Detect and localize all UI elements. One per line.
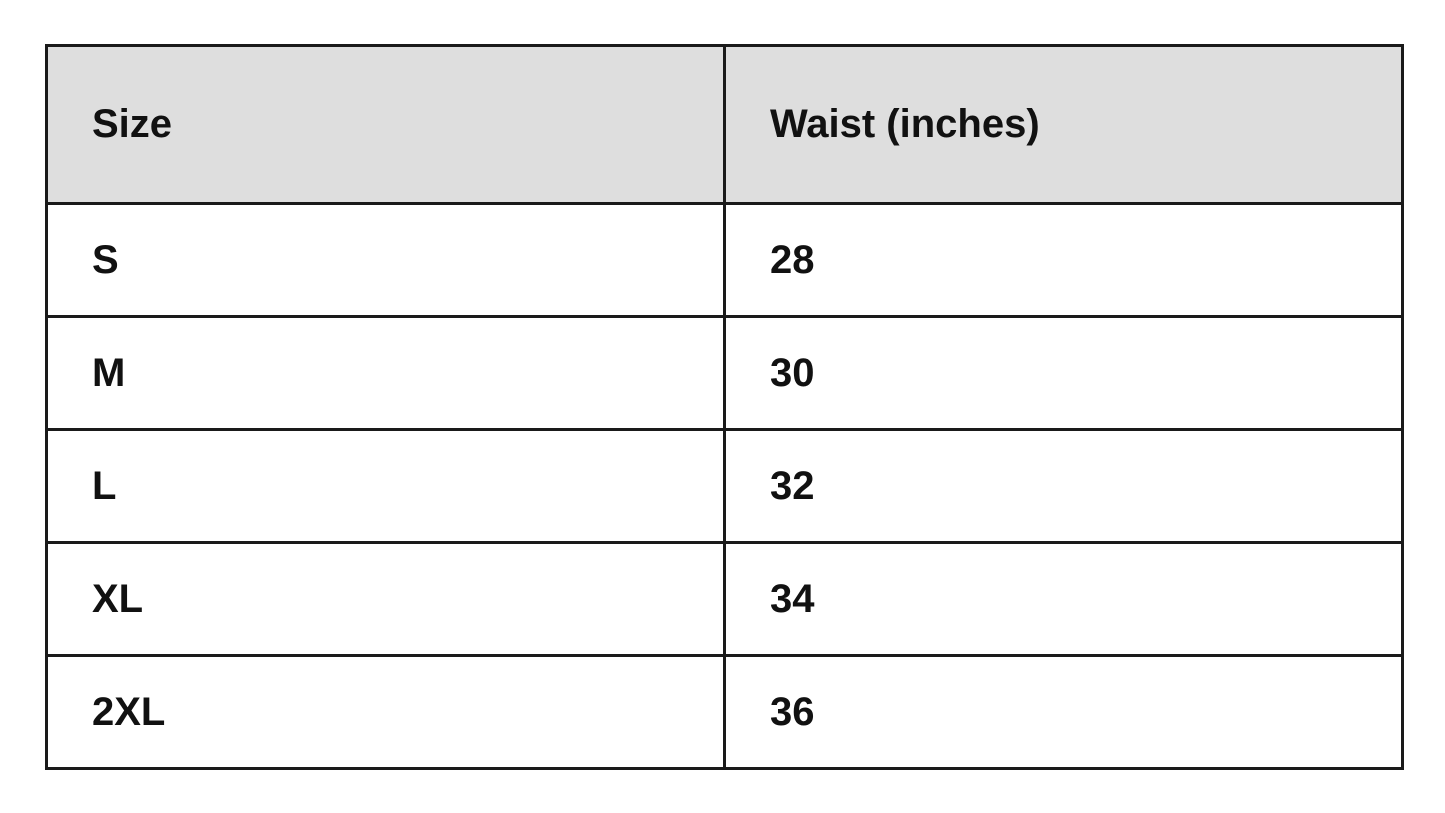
size-cell: 2XL: [45, 654, 726, 770]
size-cell: XL: [45, 541, 726, 657]
header-size: Size: [45, 44, 726, 205]
size-chart-table: Size Waist (inches) S 28 M 30 L 32 XL 34 2XL 36: [45, 44, 1404, 770]
table-row: 2XL 36: [45, 654, 1404, 770]
waist-cell: 34: [723, 541, 1404, 657]
waist-cell: 32: [723, 428, 1404, 544]
header-row: Size Waist (inches): [45, 44, 1404, 205]
header-waist: Waist (inches): [723, 44, 1404, 205]
size-cell: S: [45, 202, 726, 318]
waist-cell: 28: [723, 202, 1404, 318]
waist-cell: 36: [723, 654, 1404, 770]
size-cell: L: [45, 428, 726, 544]
table-row: S 28: [45, 202, 1404, 318]
size-cell: M: [45, 315, 726, 431]
table-row: L 32: [45, 428, 1404, 544]
table-row: XL 34: [45, 541, 1404, 657]
waist-cell: 30: [723, 315, 1404, 431]
table-row: M 30: [45, 315, 1404, 431]
